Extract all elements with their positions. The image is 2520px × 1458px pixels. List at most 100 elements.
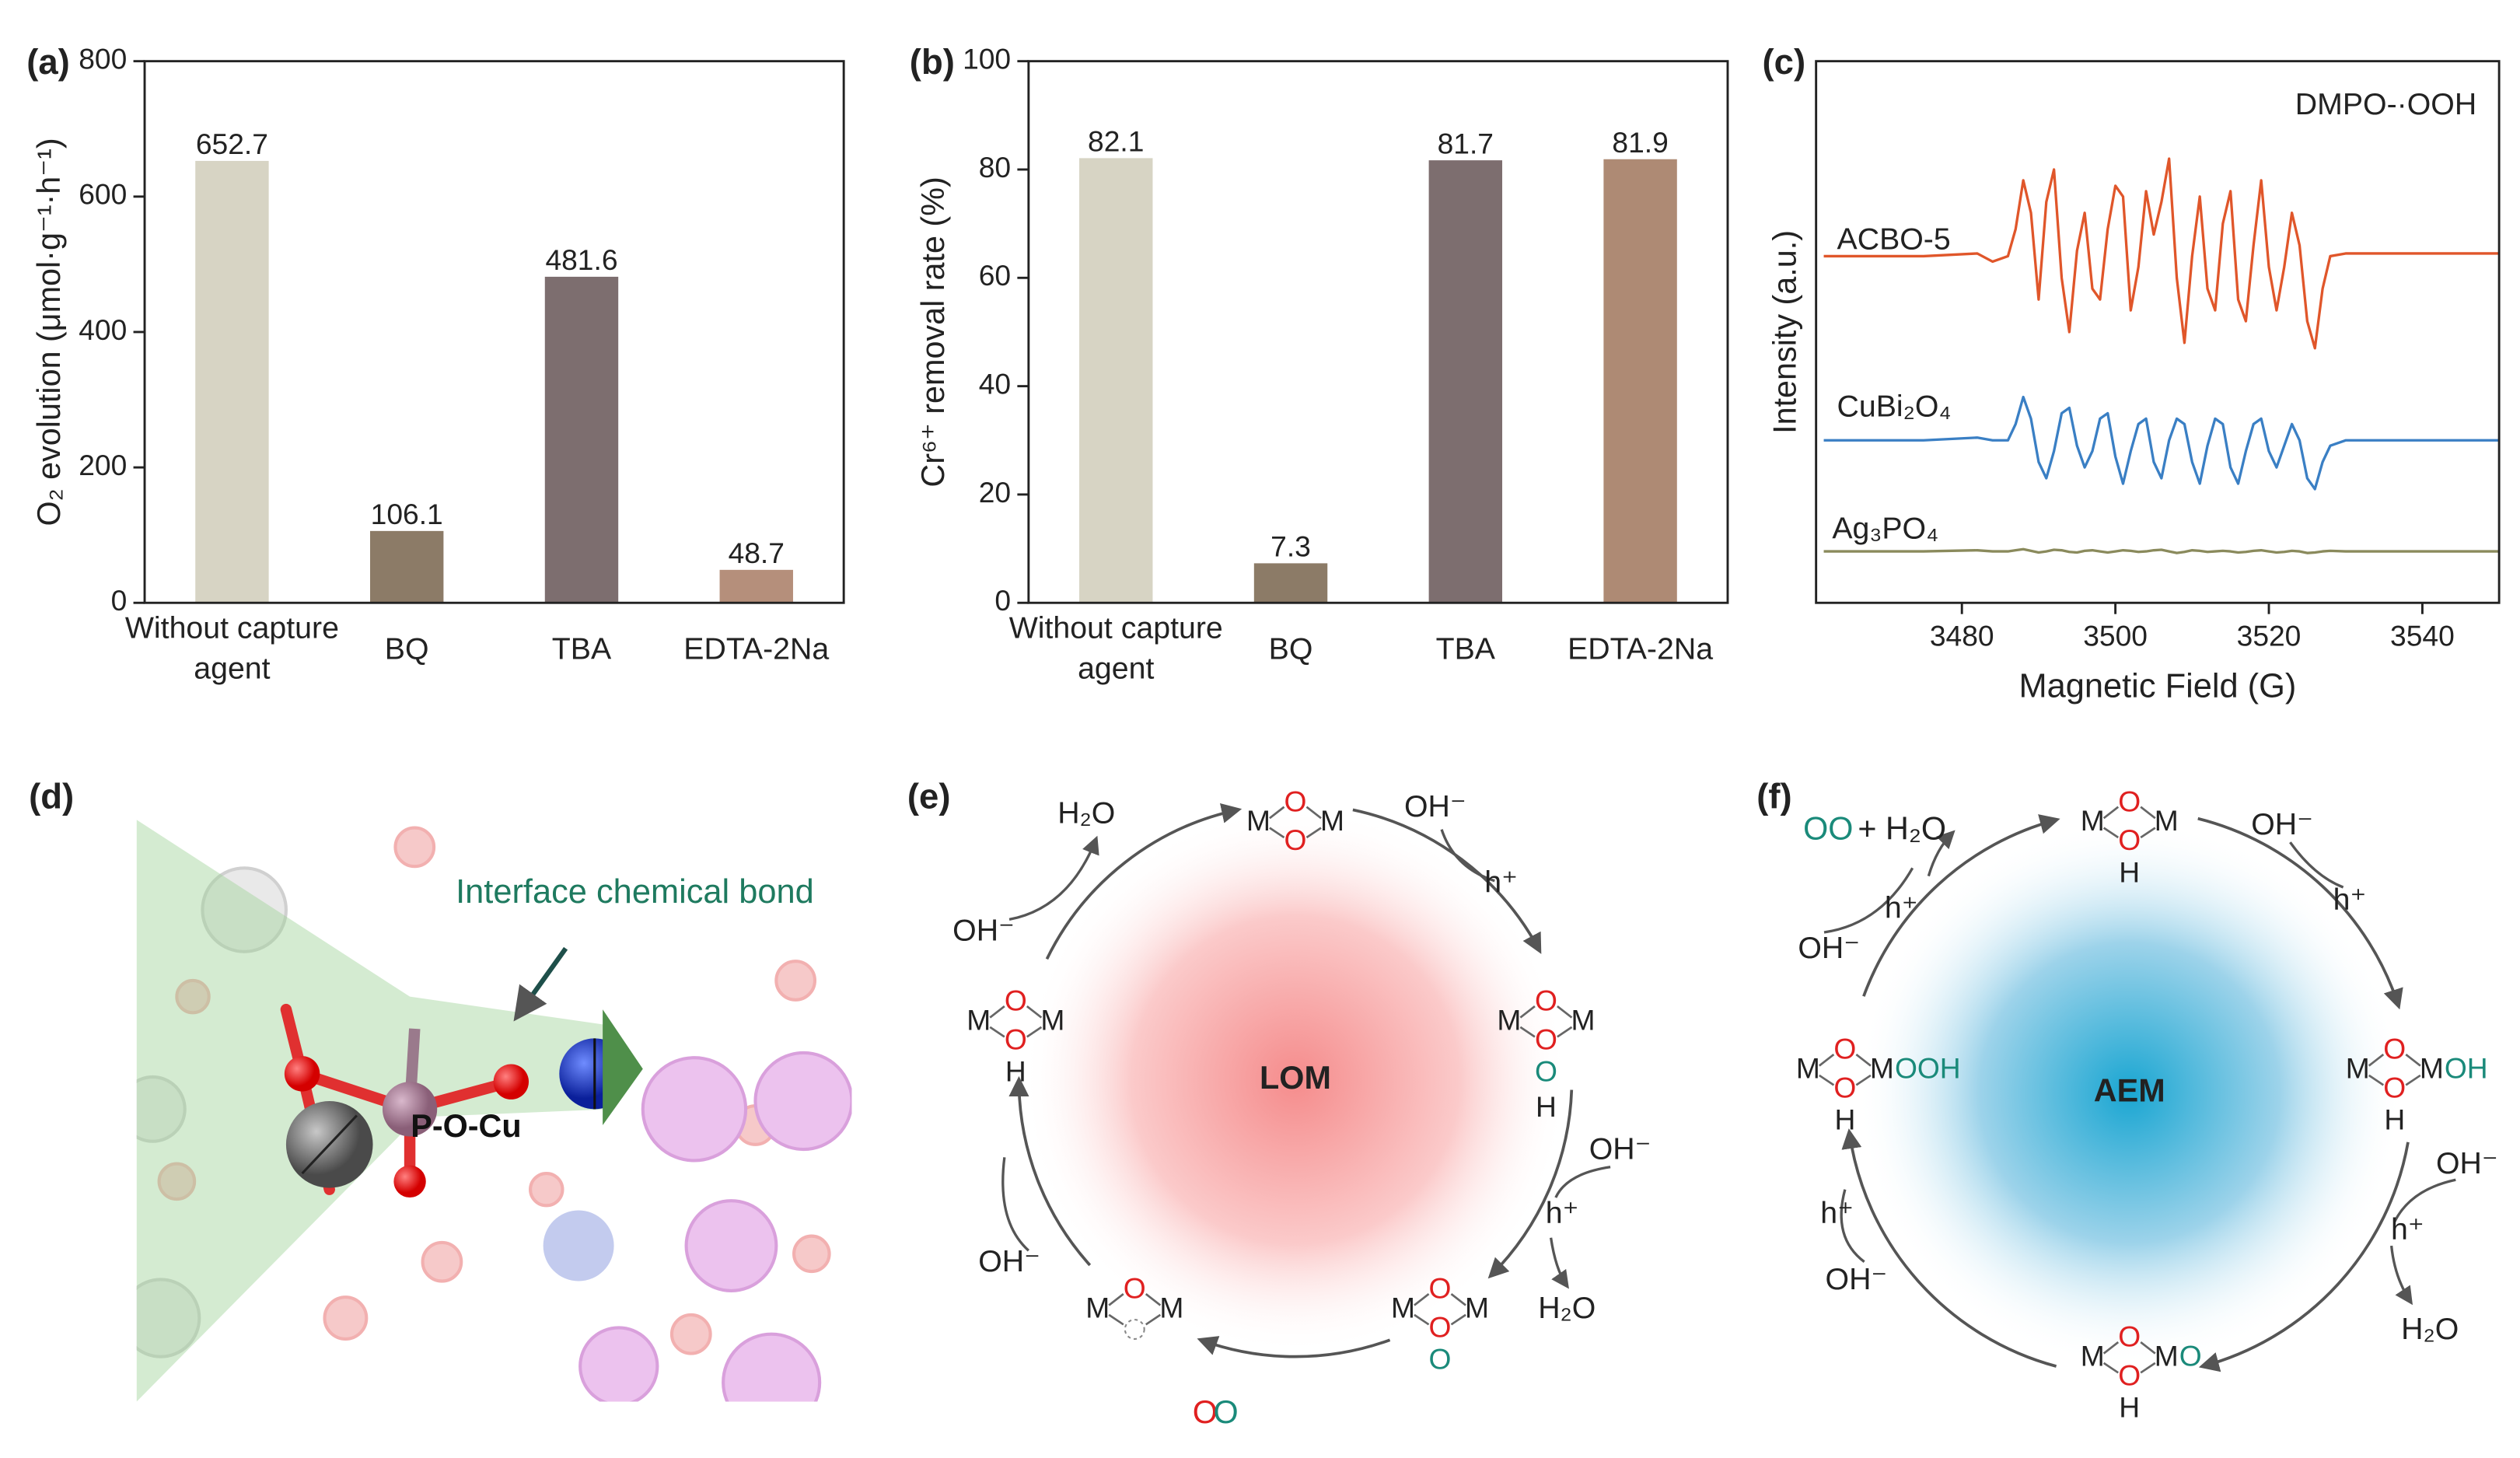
bond [1269, 827, 1285, 839]
cycle-arrow [1008, 1075, 1092, 1267]
oxygen: O [1005, 984, 1027, 1017]
value-label: 81.7 [1438, 127, 1494, 159]
x-tick-label: EDTA-2Na [1568, 632, 1714, 667]
reaction-label: OH⁻ [978, 1244, 1040, 1278]
adsorbate: H [2119, 855, 2140, 888]
plot-frame [1815, 60, 2501, 604]
bond [2405, 1074, 2421, 1086]
bond [989, 1005, 1005, 1019]
y-axis-label: Intensity (a.u.) [1767, 230, 1802, 434]
bond [1855, 1074, 1872, 1086]
product-label: O [1193, 1394, 1218, 1430]
metal: M [2346, 1052, 2370, 1085]
y-tick-label: 20 [979, 476, 1011, 509]
reaction-label: h⁺ [2391, 1212, 2424, 1246]
bond-label: P-O-Cu [411, 1108, 521, 1144]
mechanism-label: AEM [2094, 1073, 2165, 1109]
bond [1414, 1292, 1430, 1306]
bond [1305, 827, 1322, 839]
x-tick-label: EDTA-2Na [683, 632, 830, 667]
oxygen: O [1833, 1033, 1856, 1065]
adsorbate: H [2119, 1391, 2140, 1424]
bond [2140, 827, 2156, 839]
bond [1026, 1005, 1043, 1019]
x-tick-label-box: EDTA-2Na [1568, 632, 1714, 667]
bond [2140, 806, 2156, 820]
reaction-label: H₂O [1538, 1291, 1596, 1325]
adsorbate: H [1005, 1055, 1026, 1088]
metal: M [1085, 1292, 1110, 1324]
reaction-label: OH⁻ [2436, 1146, 2498, 1180]
bond [1145, 1292, 1162, 1306]
bond [2102, 1362, 2120, 1374]
bond [989, 1026, 1005, 1038]
oxygen: O [1429, 1272, 1452, 1305]
metal: M [1246, 804, 1270, 837]
x-tick-label: 3480 [1930, 620, 1994, 652]
bar [369, 530, 444, 603]
x-tick-label: Without capture agent [1008, 613, 1223, 687]
bar [1603, 159, 1677, 603]
y-tick-label: 100 [963, 43, 1011, 75]
metal: M [1796, 1052, 1820, 1085]
plot-frame [1027, 60, 1729, 604]
bond [2368, 1074, 2385, 1086]
reaction-label: h⁺ [2333, 883, 2367, 917]
value-label: 652.7 [196, 128, 268, 160]
aem-glow [1856, 820, 2403, 1367]
bond [1108, 1292, 1124, 1306]
lom-glow [1022, 806, 1569, 1354]
adsorbate: H [1536, 1090, 1557, 1123]
bond [1305, 806, 1322, 820]
x-tick-label: Without capture agent [124, 613, 339, 687]
x-tick-label-box: TBA [551, 632, 612, 667]
metal: M [1159, 1292, 1183, 1324]
panel-label: (f) [1756, 776, 1791, 816]
x-tick-label-box: BQ [384, 632, 429, 667]
metal: M [1571, 1004, 1595, 1037]
bond [2140, 1362, 2156, 1374]
x-tick-label: TBA [551, 632, 612, 667]
product-label: + H₂O [1858, 811, 1946, 847]
oxygen: O [2383, 1033, 2406, 1065]
oxygen: O [2118, 823, 2141, 856]
reaction-label: OH⁻ [952, 913, 1015, 947]
panel-label: (d) [29, 776, 74, 816]
metal: M [1465, 1292, 1489, 1324]
bond [1026, 1026, 1043, 1038]
x-tick-label: 3540 [2390, 620, 2455, 652]
product-label: O [1214, 1394, 1239, 1430]
x-tick-label: BQ [1268, 632, 1313, 667]
bond [1450, 1313, 1466, 1326]
reaction-label: h⁺ [1484, 865, 1518, 899]
oxygen: O [1284, 785, 1307, 817]
x-tick-label: BQ [384, 632, 429, 667]
x-tick-label: 3500 [2083, 620, 2148, 652]
cycle-arrow [1487, 1089, 1574, 1279]
cycle-arrow [2197, 816, 2403, 1010]
cycle-arrow [1862, 814, 2060, 997]
bond [2102, 827, 2120, 839]
adsorbate: O [2179, 1340, 2202, 1372]
metal: M [2081, 1340, 2105, 1372]
y-tick-label: 400 [79, 313, 127, 346]
value-label: 481.6 [545, 243, 617, 276]
product-label: OO [1803, 811, 1853, 847]
x-tick-label-box: TBA [1435, 632, 1495, 667]
metal: M [1391, 1292, 1415, 1324]
panel-label: (a) [26, 42, 70, 82]
y-axis-label: O₂ evolution (μmol·g⁻¹·h⁻¹) [31, 138, 67, 526]
bond [1414, 1313, 1430, 1326]
reaction-label: H₂O [2401, 1312, 2459, 1346]
reaction-label: OH⁻ [1826, 1262, 1888, 1296]
value-label: 106.1 [371, 498, 443, 530]
annotation: DMPO-·OOH [2295, 87, 2476, 121]
bond [2140, 1341, 2156, 1355]
bar [1253, 563, 1328, 603]
bond [1557, 1005, 1573, 1019]
bar [1428, 160, 1503, 603]
bond [2102, 1341, 2120, 1355]
x-tick-label: TBA [1435, 632, 1495, 667]
series-label: ACBO-5 [1837, 222, 1951, 257]
mechanism-label: LOM [1260, 1060, 1331, 1096]
